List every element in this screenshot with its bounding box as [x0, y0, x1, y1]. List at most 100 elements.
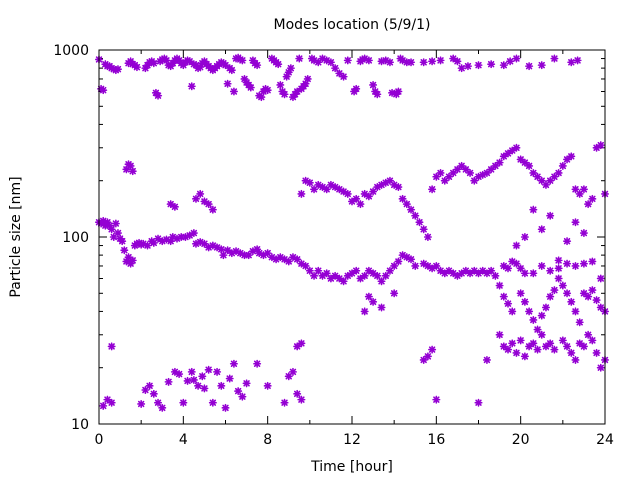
data-point — [113, 229, 122, 238]
data-point — [257, 93, 266, 102]
data-point — [390, 289, 399, 298]
data-point — [537, 225, 546, 234]
data-point — [196, 189, 205, 198]
data-point — [474, 61, 483, 70]
data-point — [573, 56, 582, 65]
data-point — [520, 269, 529, 278]
data-point — [520, 233, 529, 241]
data-point — [385, 266, 394, 275]
data-point — [170, 202, 179, 211]
data-point — [227, 66, 236, 75]
data-point — [154, 398, 163, 407]
data-point — [208, 398, 217, 407]
data-point — [529, 269, 538, 278]
data-point — [179, 398, 188, 407]
data-point — [419, 58, 428, 67]
data-point — [575, 189, 584, 198]
data-point — [563, 259, 572, 268]
data-point — [204, 365, 213, 374]
data-point — [154, 91, 163, 100]
data-point — [537, 261, 546, 270]
data-point — [189, 375, 198, 384]
data-point — [453, 271, 462, 280]
data-point — [491, 271, 500, 280]
data-point — [499, 61, 508, 70]
data-point — [520, 297, 529, 306]
data-point — [499, 292, 508, 301]
data-point — [263, 86, 272, 95]
data-point — [525, 307, 534, 316]
data-point — [512, 54, 521, 63]
x-tick-label: 4 — [179, 432, 188, 448]
data-point — [546, 292, 555, 301]
data-point — [364, 292, 373, 301]
data-point — [339, 277, 348, 286]
x-tick-label: 0 — [95, 432, 104, 448]
data-point — [356, 200, 365, 209]
data-point — [419, 259, 428, 268]
data-point — [558, 161, 567, 170]
data-point — [571, 218, 580, 227]
data-point — [297, 189, 306, 198]
data-point — [499, 152, 508, 161]
data-point — [457, 64, 466, 73]
data-point — [373, 271, 382, 280]
data-point — [280, 90, 289, 99]
data-point — [419, 225, 428, 234]
data-points — [95, 53, 610, 412]
data-point — [436, 168, 445, 177]
data-point — [137, 399, 146, 408]
data-point — [198, 372, 207, 381]
plot-frame — [98, 49, 606, 425]
data-point — [504, 345, 513, 354]
data-point — [158, 403, 167, 412]
data-point — [310, 271, 319, 280]
data-point — [579, 342, 588, 351]
data-point — [529, 339, 538, 348]
data-point — [276, 80, 285, 89]
data-point — [571, 261, 580, 270]
data-point — [571, 185, 580, 194]
data-point — [520, 158, 529, 167]
data-point — [512, 241, 521, 250]
data-point — [288, 367, 297, 376]
data-point — [360, 307, 369, 316]
data-point — [120, 246, 129, 255]
data-point — [571, 307, 580, 316]
data-point — [537, 61, 546, 70]
data-point — [305, 178, 314, 187]
data-point — [563, 289, 572, 298]
data-point — [495, 330, 504, 339]
data-point — [525, 161, 534, 170]
data-point — [132, 63, 141, 72]
data-point — [554, 168, 563, 177]
data-point — [369, 297, 378, 306]
data-point — [352, 84, 361, 93]
data-point — [588, 286, 597, 295]
data-point — [280, 398, 289, 407]
data-point — [407, 255, 416, 264]
data-point — [242, 379, 251, 388]
data-point — [343, 56, 352, 65]
data-point — [335, 274, 344, 283]
data-point — [428, 57, 437, 66]
data-point — [118, 237, 127, 246]
x-tick-label: 8 — [263, 432, 272, 448]
data-point — [463, 62, 472, 71]
data-point — [149, 238, 158, 247]
data-point — [297, 395, 306, 404]
data-point — [394, 183, 403, 192]
data-point — [187, 367, 196, 376]
data-point — [415, 218, 424, 227]
data-point — [579, 259, 588, 268]
data-point — [274, 60, 283, 69]
data-point — [217, 381, 226, 390]
data-point — [352, 266, 361, 275]
data-point — [394, 87, 403, 96]
data-point — [588, 257, 597, 266]
y-axis-label: Particle size [nm] — [8, 176, 24, 297]
data-point — [546, 266, 555, 275]
data-point — [381, 271, 390, 280]
data-point — [369, 80, 378, 89]
data-point — [550, 286, 559, 295]
